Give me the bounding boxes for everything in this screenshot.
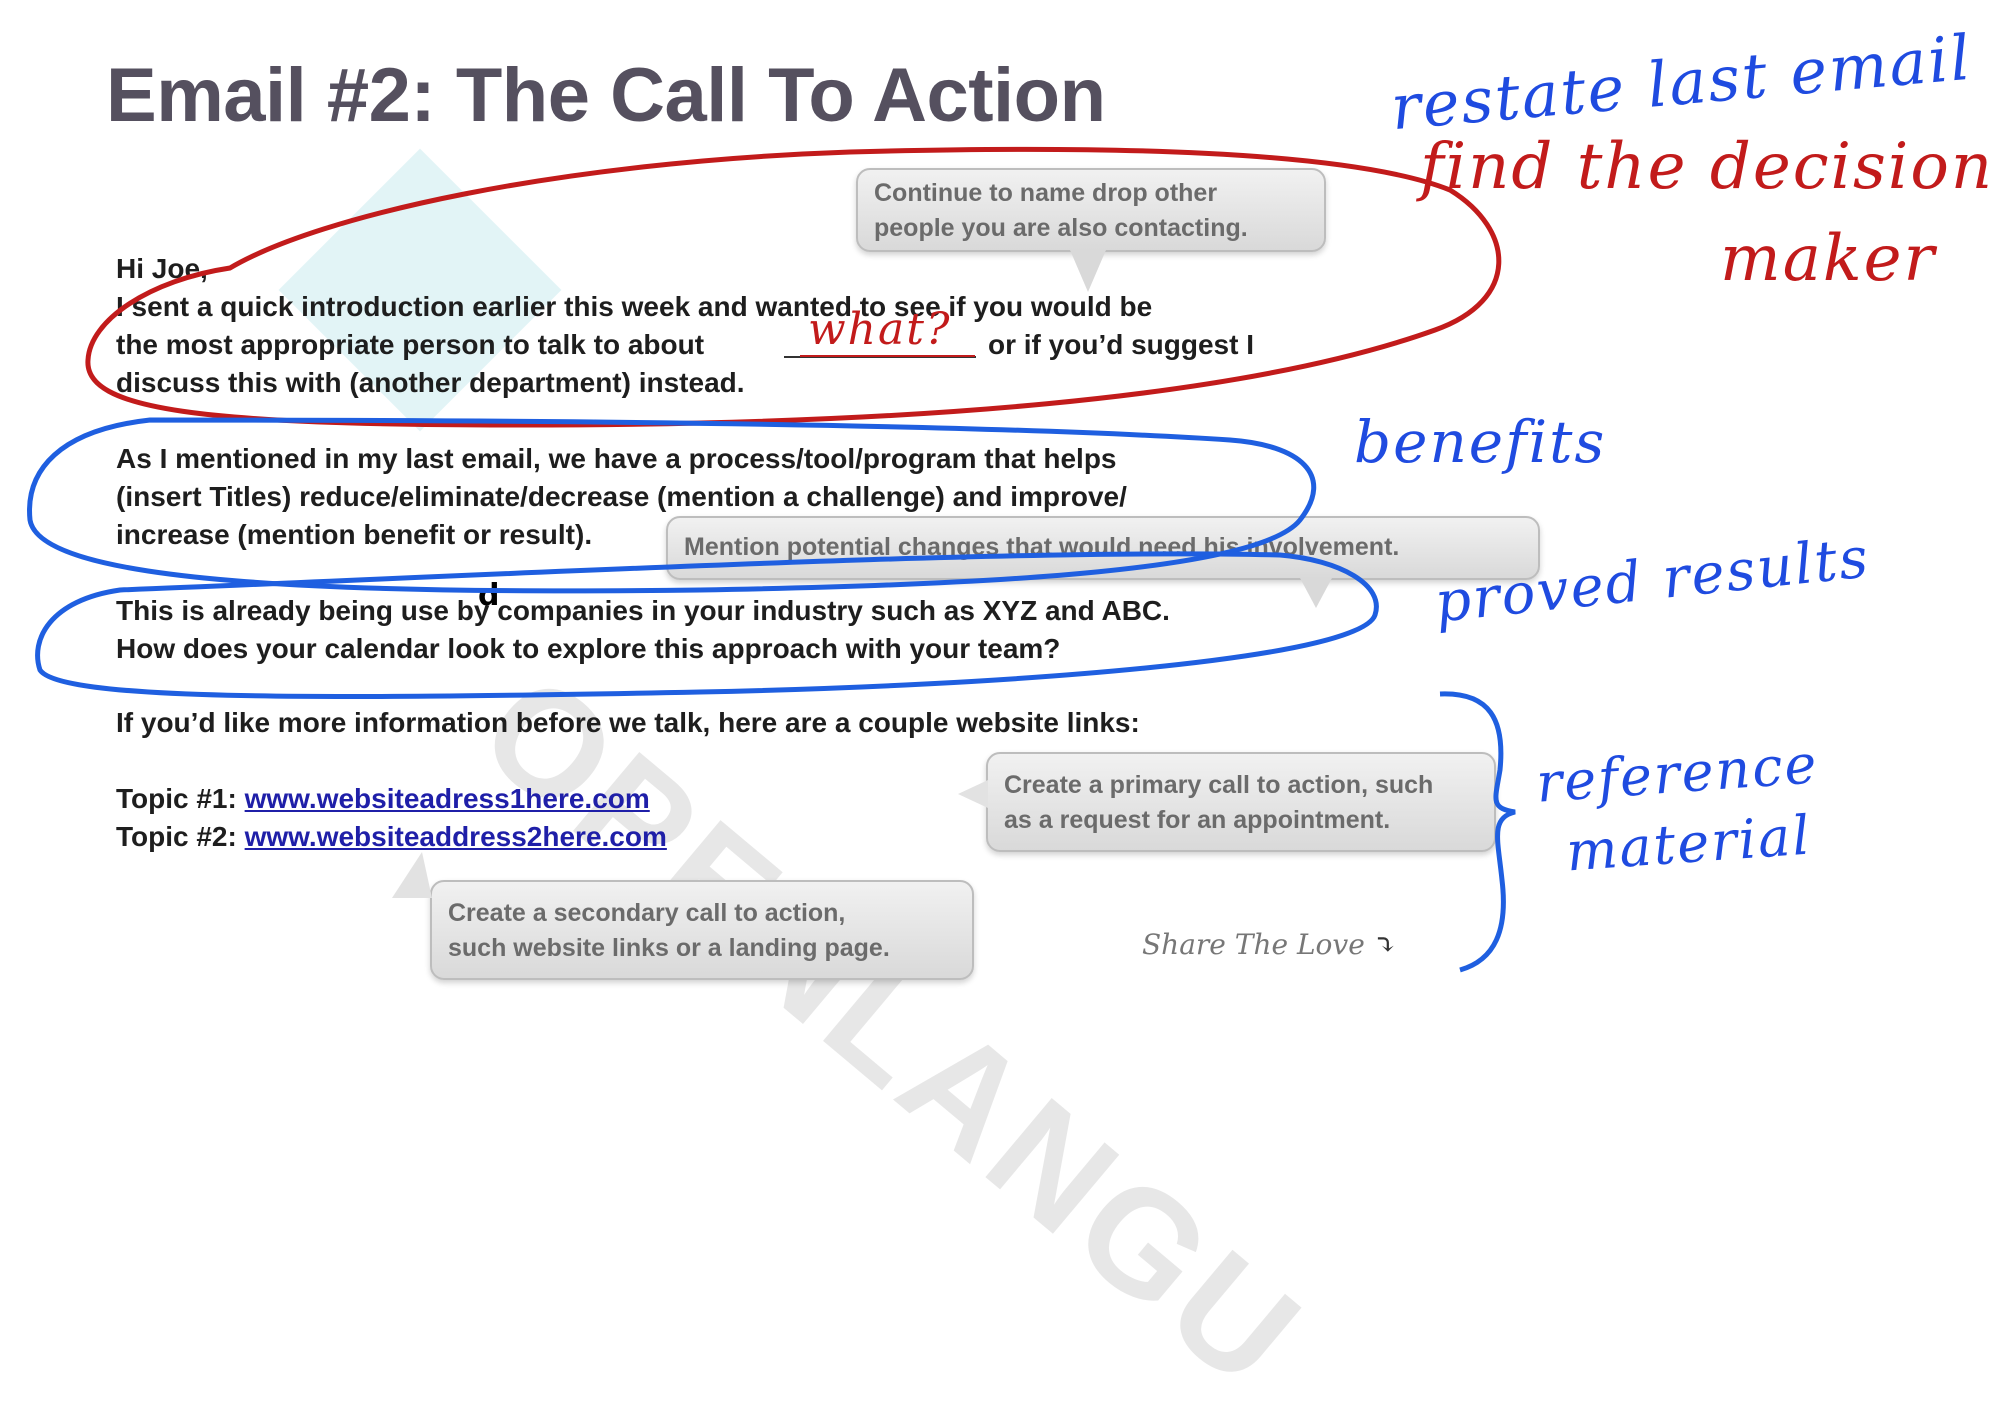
callout-secondary-cta-line1: Create a secondary call to action,: [448, 899, 846, 927]
annotation-maker: maker: [1720, 222, 1937, 296]
callout-primary-cta-line1: Create a primary call to action, such: [1004, 771, 1434, 799]
blue-loop-results: [35, 551, 1379, 700]
email-p2-line2: (insert Titles) reduce/eliminate/decreas…: [116, 481, 1127, 512]
topic-2: Topic #2: www.websiteaddress2here.com: [116, 818, 667, 856]
blue-loop-benefits: [27, 417, 1317, 594]
annotation-benefits: benefits: [1354, 408, 1607, 476]
callout-primary-cta-line2: as a request for an appointment.: [1004, 806, 1391, 834]
email-p1-line2: the most appropriate person to talk to a…: [116, 329, 705, 360]
callout-name-drop-pointer: [1070, 250, 1106, 292]
topic-1: Topic #1: www.websiteadress1here.com: [116, 780, 650, 818]
annotation-find: find the decision: [1420, 130, 1995, 204]
email-p4: If you’d like more information before we…: [116, 707, 1140, 738]
annotation-strokes: [27, 146, 1516, 973]
email-p1-line3: discuss this with (another department) i…: [116, 367, 745, 398]
callout-changes-pointer: [1300, 578, 1332, 608]
email-p3-rest: by companies in your industry such as XY…: [456, 595, 1170, 626]
share-the-love[interactable]: Share The Love ⤵: [1142, 928, 1397, 961]
page-title: Email #2: The Call To Action: [106, 53, 1106, 138]
email-p1-line2-end: or if you’d suggest I: [988, 329, 1255, 360]
email-p1-line1: I sent a quick introduction earlier this…: [116, 291, 1153, 322]
topic-1-link[interactable]: www.websiteadress1here.com: [244, 783, 650, 814]
curved-arrow-icon: ⤵: [1373, 928, 1398, 961]
callout-secondary-cta-pointer: [392, 852, 432, 898]
email-p3-line1: This is already being use by companies i…: [116, 592, 1170, 630]
callout-primary-cta: Create a primary call to action, such as…: [986, 752, 1496, 852]
callout-name-drop-line2: people you are also contacting.: [874, 214, 1248, 242]
email-p3-line2: How does your calendar look to explore t…: [116, 633, 1061, 664]
annotation-what: what?: [808, 304, 952, 355]
callout-name-drop: Continue to name drop other people you a…: [856, 168, 1326, 252]
callout-secondary-cta: Create a secondary call to action, such …: [430, 880, 974, 980]
email-p2-line1: As I mentioned in my last email, we have…: [116, 443, 1117, 474]
topic-2-link[interactable]: www.websiteaddress2here.com: [244, 821, 667, 852]
share-label: Share The Love: [1142, 928, 1365, 961]
callout-name-drop-line1: Continue to name drop other: [874, 179, 1218, 207]
topic-1-label: Topic #1:: [116, 783, 237, 814]
callout-primary-cta-pointer: [958, 780, 988, 808]
topic-2-label: Topic #2:: [116, 821, 237, 852]
email-p3-start: This is already being use: [116, 595, 450, 626]
blue-curly-brace: [1439, 691, 1516, 973]
red-loop: [85, 146, 1502, 428]
callout-secondary-cta-line2: such website links or a landing page.: [448, 934, 890, 962]
email-p2-line3: increase (mention benefit or result).: [116, 519, 593, 550]
annotation-d: d: [478, 578, 500, 613]
email-greeting: Hi Joe,: [116, 253, 208, 284]
